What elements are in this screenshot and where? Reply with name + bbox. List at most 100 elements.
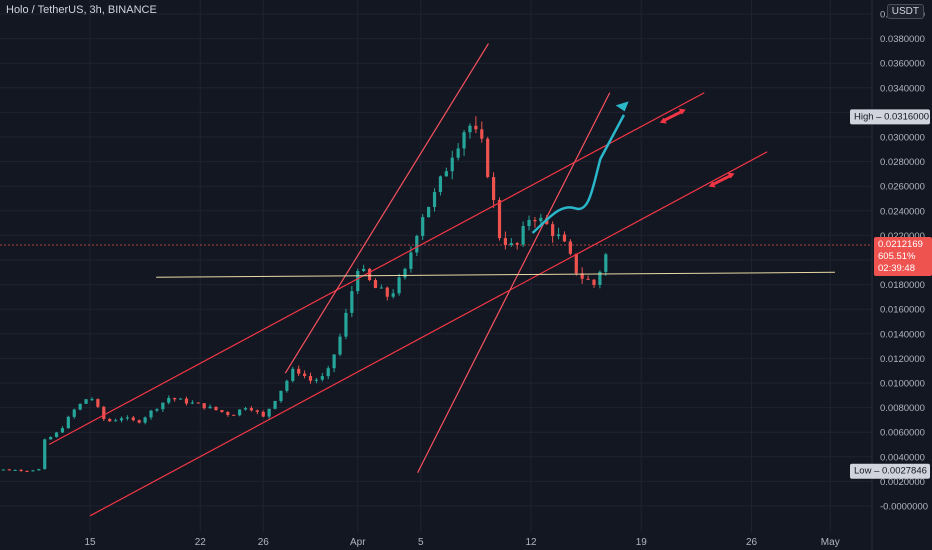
candle-body	[119, 418, 124, 421]
candle-body	[72, 409, 76, 417]
candle-body	[255, 410, 259, 412]
candle-body	[574, 253, 578, 274]
x-tick-label: Apr	[350, 537, 366, 548]
candle-body	[515, 243, 519, 245]
candle-body	[143, 417, 147, 423]
candle-body	[320, 376, 324, 380]
candle-body	[326, 368, 330, 377]
projected-path-line	[531, 114, 626, 234]
candle-body	[1, 469, 5, 471]
price-labels: High – 0.0316000 Low – 0.0027846 0.0212169…	[850, 109, 932, 479]
candle-body	[486, 138, 490, 178]
y-tick-label: 0.0220000	[880, 231, 925, 242]
candle-body	[362, 268, 366, 271]
candle-body	[556, 234, 561, 236]
y-tick-label: 0.0020000	[880, 477, 925, 488]
candle-body	[137, 420, 141, 423]
candle-body	[84, 399, 88, 404]
candle-body	[551, 224, 555, 236]
candle-body	[108, 418, 112, 422]
candle-body	[297, 368, 301, 374]
channel-upper-arrow	[659, 108, 686, 124]
price-label-text: High – 0.0316000	[854, 111, 929, 122]
candle-body	[208, 406, 212, 409]
candle-body	[539, 217, 543, 222]
x-tick-label: 22	[195, 537, 207, 548]
candle-body	[438, 176, 443, 193]
candle-body	[379, 287, 383, 289]
channel-lower-line	[89, 151, 768, 517]
candle-body	[173, 397, 177, 400]
price-label-box	[850, 109, 930, 125]
candle-body	[385, 287, 389, 297]
candle-body	[285, 380, 289, 391]
time-axis[interactable]: 15 22 26 Apr 5 12 19 26 May	[84, 537, 839, 548]
candle-body	[409, 252, 413, 269]
candle-body	[474, 125, 478, 130]
y-tick-label: 0.0300000	[880, 133, 925, 144]
steep-line-left	[284, 43, 489, 374]
candle-body	[586, 278, 590, 280]
candle-body	[462, 132, 466, 149]
candle-body	[196, 402, 200, 404]
candle-body	[279, 390, 283, 401]
candle-body	[509, 243, 513, 245]
candle-body	[31, 470, 35, 472]
candle-body	[214, 406, 218, 411]
candle-body	[533, 220, 537, 222]
y-tick-label: 0.0240000	[880, 206, 925, 217]
candle-body	[25, 470, 29, 472]
y-tick-label: 0.0080000	[880, 403, 925, 414]
price-label-text: 02:39:48	[878, 263, 915, 274]
candle-body	[415, 235, 419, 253]
y-tick-label: 0.0280000	[880, 157, 925, 168]
y-tick-label: -0.0000000	[880, 502, 928, 513]
x-tick-label: May	[821, 537, 840, 548]
candle-body	[60, 428, 65, 433]
y-tick-label: 0.0140000	[880, 329, 925, 340]
candle-body	[391, 293, 395, 297]
candle-body	[427, 206, 431, 218]
candle-body	[468, 125, 472, 133]
candle-body	[592, 279, 596, 285]
arrow-head-right	[727, 172, 735, 179]
price-label-text: 605.51%	[878, 251, 916, 262]
candle-body	[456, 148, 460, 158]
candle-body	[273, 400, 277, 409]
price-label-text: Low – 0.0027846	[854, 466, 927, 477]
projection-arrow-head	[615, 101, 629, 112]
candle-body	[96, 399, 100, 407]
candle-body	[243, 408, 248, 410]
candle-body	[54, 432, 59, 437]
candle-body	[37, 469, 41, 471]
candle-body	[249, 408, 254, 411]
double-arrow-shaft	[662, 109, 684, 123]
y-tick-label: 0.0160000	[880, 305, 925, 316]
candle-body	[562, 234, 567, 242]
double-arrow-shaft	[710, 173, 733, 187]
high-price-label: High – 0.0316000	[850, 109, 930, 125]
x-tick-label: 26	[746, 537, 758, 548]
candle-body	[503, 238, 508, 245]
candle-body	[226, 411, 230, 415]
currency-badge[interactable]: USDT	[886, 4, 924, 19]
chart-grid	[0, 0, 873, 550]
candle-body	[155, 409, 159, 411]
price-label-text: 0.0212169	[878, 239, 923, 250]
arrow-head-right	[678, 108, 686, 115]
candle-body	[13, 469, 17, 471]
candle-body	[131, 417, 135, 421]
candle-body	[220, 410, 224, 412]
steep-line-right	[417, 92, 611, 474]
chart-drawings	[0, 43, 872, 517]
candle-body	[367, 268, 372, 281]
candle-body	[43, 439, 47, 470]
candle-body	[49, 436, 53, 440]
y-tick-label: 0.0340000	[880, 83, 925, 94]
price-label-box	[850, 463, 930, 479]
candle-body	[113, 420, 118, 422]
candle-body	[598, 271, 602, 285]
y-tick-label: 0.0120000	[880, 354, 925, 365]
candle-body	[580, 273, 584, 279]
